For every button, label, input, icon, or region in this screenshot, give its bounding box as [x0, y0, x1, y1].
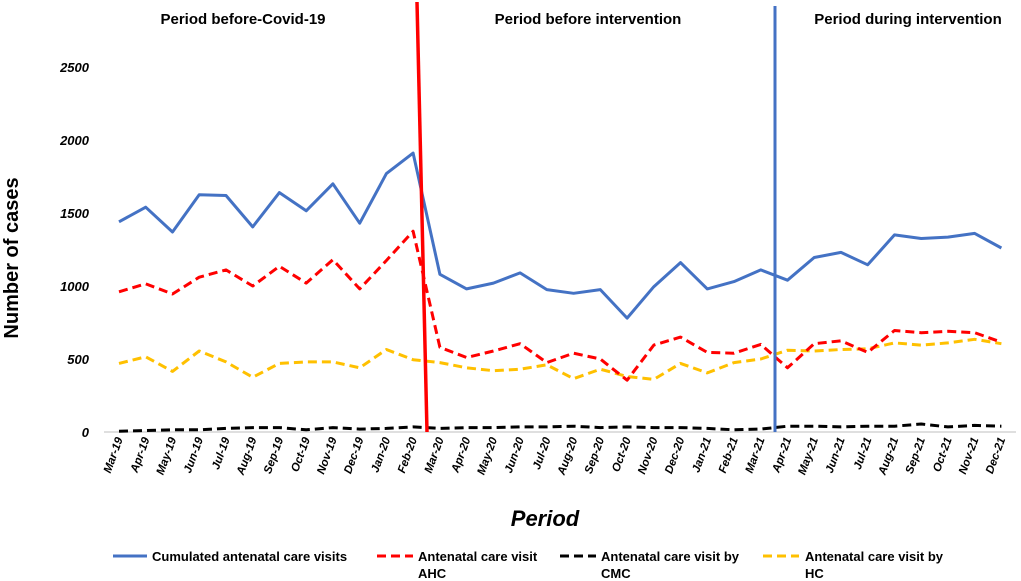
- period-label-before-intervention: Period before intervention: [495, 11, 682, 28]
- legend-label-ahc-line1: Antenatal care visit: [418, 549, 538, 564]
- y-tick-label-2500: 2500: [59, 60, 90, 75]
- x-tick-label-jul-20: Jul-20: [531, 435, 554, 471]
- x-tick-label-feb-21: Feb-21: [717, 436, 741, 475]
- x-tick-label-jun-20: Jun-20: [503, 435, 527, 475]
- y-tick-label-1000: 1000: [60, 279, 90, 294]
- x-tick-label-oct-21: Oct-21: [931, 436, 955, 474]
- x-tick-label-oct-19: Oct-19: [289, 435, 313, 473]
- x-tick-label-jul-21: Jul-21: [852, 436, 875, 471]
- x-tick-label-may-20: May-20: [476, 435, 501, 476]
- period-label-during-intervention: Period during intervention: [814, 11, 1002, 28]
- x-tick-label-apr-20: Apr-20: [449, 435, 473, 475]
- x-tick-label-apr-19: Apr-19: [128, 435, 152, 475]
- x-tick-label-nov-19: Nov-19: [315, 435, 340, 476]
- x-tick-label-jul-19: Jul-19: [210, 435, 233, 471]
- x-tick-label-dec-20: Dec-20: [663, 435, 687, 475]
- y-tick-label-0: 0: [82, 425, 90, 440]
- period-labels: Period before-Covid-19 Period before int…: [160, 11, 1001, 28]
- x-tick-label-aug-21: Aug-21: [876, 436, 901, 478]
- legend-item-hc: Antenatal care visit by HC: [763, 549, 944, 581]
- legend-item-ahc: Antenatal care visit AHC: [377, 549, 538, 581]
- legend-label-hc-line1: Antenatal care visit by: [805, 549, 944, 564]
- legend: Cumulated antenatal care visits Antenata…: [113, 549, 944, 581]
- x-tick-label-oct-20: Oct-20: [610, 435, 634, 473]
- legend-item-cumulated: Cumulated antenatal care visits: [113, 549, 347, 564]
- legend-item-cmc: Antenatal care visit by CMC: [560, 549, 740, 581]
- legend-label-hc-line2: HC: [805, 566, 824, 581]
- y-axis-ticks: 0 500 1000 1500 2000 2500: [59, 60, 90, 440]
- series-line-antenatal-care-visit-by-cmc: [118, 422, 1002, 433]
- legend-label-ahc-line2: AHC: [418, 566, 447, 581]
- x-tick-label-sep-20: Sep-20: [583, 435, 607, 475]
- x-tick-label-jun-21: Jun-21: [824, 436, 848, 475]
- legend-label-cumulated: Cumulated antenatal care visits: [152, 549, 347, 564]
- x-tick-label-aug-19: Aug-19: [235, 435, 260, 477]
- x-tick-label-mar-19: Mar-19: [102, 435, 126, 475]
- y-axis-title: Number of cases: [1, 177, 23, 338]
- x-tick-label-feb-20: Feb-20: [396, 435, 420, 475]
- series-line-antenatal-care-visit-by-hc: [118, 337, 1002, 381]
- x-tick-label-jan-20: Jan-20: [369, 435, 393, 474]
- x-tick-label-dec-21: Dec-21: [984, 436, 1008, 476]
- y-tick-label-2000: 2000: [59, 133, 90, 148]
- x-tick-label-jan-21: Jan-21: [690, 436, 714, 474]
- x-tick-label-aug-20: Aug-20: [555, 435, 580, 477]
- x-tick-label-sep-19: Sep-19: [262, 435, 286, 475]
- divider-layer: [415, 1, 777, 433]
- y-tick-label-1500: 1500: [60, 206, 90, 221]
- series-layer: [118, 151, 1003, 433]
- series-line-antenatal-care-visit-ahc: [118, 229, 1002, 382]
- legend-label-cmc-line2: CMC: [601, 566, 631, 581]
- x-tick-label-sep-21: Sep-21: [904, 436, 928, 476]
- x-tick-label-nov-20: Nov-20: [636, 435, 661, 476]
- x-tick-label-nov-21: Nov-21: [957, 436, 981, 476]
- x-tick-label-may-21: May-21: [796, 436, 821, 477]
- x-tick-label-mar-20: Mar-20: [423, 435, 447, 475]
- x-axis-ticks: Mar-19 Apr-19 May-19 Jun-19 Jul-19 Aug-19 Sep-…: [102, 435, 1008, 477]
- x-tick-label-apr-21: Apr-21: [770, 436, 794, 475]
- x-tick-label-dec-19: Dec-19: [342, 435, 366, 475]
- x-axis-title: Period: [511, 506, 580, 531]
- y-tick-label-500: 500: [67, 352, 89, 367]
- legend-label-cmc-line1: Antenatal care visit by: [601, 549, 740, 564]
- series-line-cumulated-antenatal-care-visits: [118, 151, 1003, 320]
- period-label-pre-covid: Period before-Covid-19: [160, 11, 325, 28]
- covid-onset-line: [415, 1, 429, 433]
- x-tick-label-mar-21: Mar-21: [744, 436, 768, 475]
- x-tick-label-jun-19: Jun-19: [182, 435, 206, 475]
- x-tick-label-may-19: May-19: [155, 435, 180, 476]
